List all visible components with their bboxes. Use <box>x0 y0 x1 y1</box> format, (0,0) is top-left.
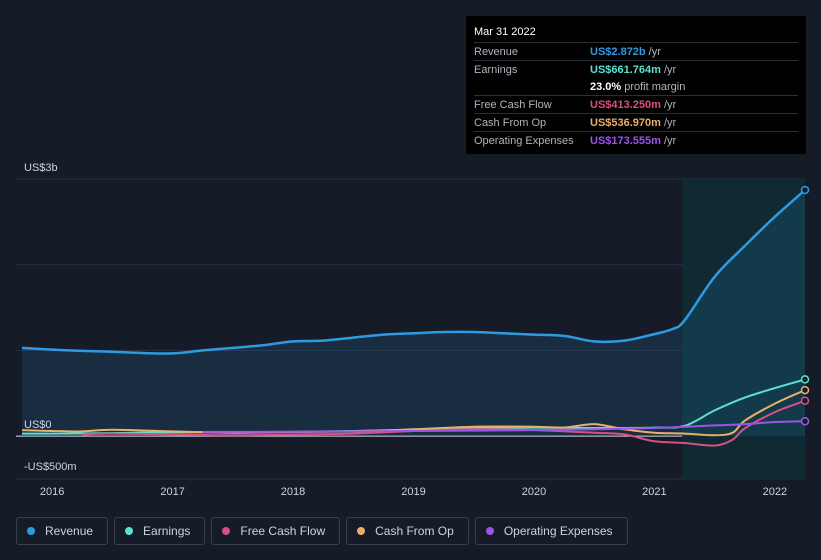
operating-expenses-line <box>202 420 806 433</box>
legend-label: Operating Expenses <box>503 524 613 538</box>
series-fills <box>22 190 805 437</box>
tooltip-suffix: /yr <box>663 63 677 76</box>
y-label-top: US$3b <box>24 162 58 174</box>
tooltip-suffix: /yr <box>663 116 677 129</box>
revenue-endpoint <box>800 185 810 195</box>
x-tick-label: 2022 <box>763 486 787 498</box>
tooltip-label: Cash From Op <box>474 116 547 129</box>
tooltip-value: 23.0% <box>590 80 622 93</box>
legend-dot-icon <box>27 527 35 535</box>
x-tick-label: 2016 <box>40 486 64 498</box>
legend-dot-icon <box>125 527 134 535</box>
legend-item-earnings[interactable]: Earnings <box>114 517 206 545</box>
free-cash-flow-endpoint <box>800 396 810 405</box>
cash-from-op-endpoint <box>800 385 810 395</box>
y-label-zero: US$0 <box>24 419 52 431</box>
legend-dot-icon <box>222 527 231 535</box>
legend-item-free-cash-flow[interactable]: Free Cash Flow <box>211 517 341 545</box>
tooltip-row-earnings: Earnings US$661.764m /yr <box>474 60 798 78</box>
tooltip-suffix: /yr <box>648 45 661 58</box>
y-label-bottom: -US$500m <box>24 461 77 473</box>
x-tick-label: 2017 <box>160 486 184 498</box>
x-tick-label: 2018 <box>281 486 305 498</box>
tooltip-date: Mar 31 2022 <box>474 26 536 38</box>
tooltip-suffix: profit margin <box>624 80 686 93</box>
tooltip-value: US$661.764m <box>590 63 661 76</box>
tooltip-label: Earnings <box>474 63 518 76</box>
legend-item-revenue[interactable]: Revenue <box>16 517 109 545</box>
x-tick-label: 2021 <box>642 486 666 498</box>
tooltip-value: US$2.872b <box>590 45 646 58</box>
x-tick-label: 2019 <box>401 486 425 498</box>
tooltip-row-profit-margin: 23.0% profit margin <box>474 78 798 95</box>
legend-dot-icon <box>357 527 366 535</box>
tooltip-value: US$536.970m <box>590 116 661 129</box>
tooltip-value: US$173.555m <box>590 134 661 147</box>
tooltip-row-revenue: Revenue US$2.872b /yr <box>474 42 798 60</box>
legend-label: Revenue <box>45 524 94 538</box>
data-tooltip: Mar 31 2022 Revenue US$2.872b /yr Earnin… <box>466 16 806 154</box>
x-tick-label: 2020 <box>522 486 546 498</box>
series-lines <box>21 189 806 447</box>
tooltip-row-cash-from-op: Cash From Op US$536.970m /yr <box>474 113 798 131</box>
chart-legend: Revenue Earnings Free Cash Flow Cash Fro… <box>16 517 628 545</box>
tooltip-row-free-cash-flow: Free Cash Flow US$413.250m /yr <box>474 95 798 113</box>
legend-label: Cash From Op <box>375 524 454 538</box>
operating-expenses-endpoint <box>800 416 810 426</box>
tooltip-suffix: /yr <box>663 98 677 111</box>
tooltip-row-operating-expenses: Operating Expenses US$173.555m /yr <box>474 131 798 149</box>
legend-label: Earnings <box>143 524 191 538</box>
cash-from-op-line <box>21 389 806 437</box>
tooltip-suffix: /yr <box>663 134 677 147</box>
tooltip-label: Revenue <box>474 45 519 58</box>
revenue-line <box>21 189 806 355</box>
free-cash-flow-line <box>82 399 806 447</box>
tooltip-label: Operating Expenses <box>474 134 574 147</box>
chart-grid <box>16 178 805 480</box>
earnings-endpoint <box>800 375 810 384</box>
legend-item-cash-from-op[interactable]: Cash From Op <box>346 517 469 545</box>
tooltip-label: Free Cash Flow <box>474 98 552 111</box>
series-endpoints <box>800 185 810 426</box>
tooltip-value: US$413.250m <box>590 98 661 111</box>
revenue-area <box>22 190 805 437</box>
legend-label: Free Cash Flow <box>240 524 326 538</box>
legend-dot-icon <box>485 527 494 535</box>
x-axis-ticks: 2016 2017 2018 2019 2020 2021 2022 <box>40 486 787 498</box>
legend-item-operating-expenses[interactable]: Operating Expenses <box>474 517 628 545</box>
